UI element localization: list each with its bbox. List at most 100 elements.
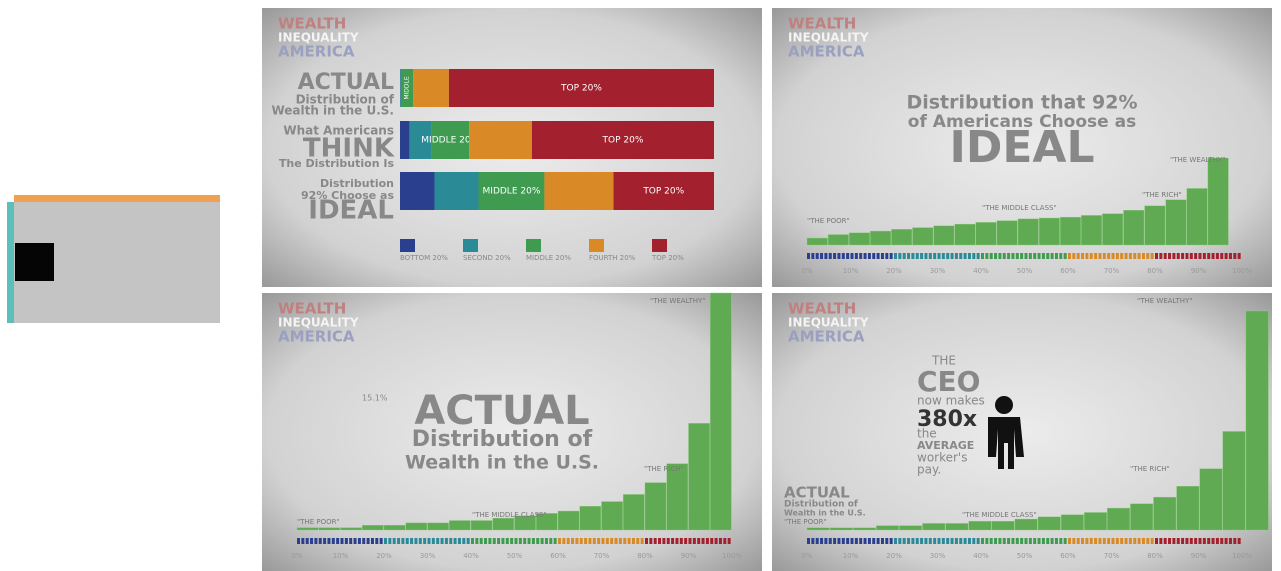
group-label: "THE RICH": [1130, 465, 1170, 473]
x-tick-label: 100%: [1232, 267, 1252, 275]
group-label: "THE RICH": [1142, 191, 1182, 199]
people-icon: [462, 538, 466, 544]
people-icon: [305, 538, 309, 544]
people-icon: [1128, 253, 1132, 259]
wealth-bar: [891, 229, 913, 246]
people-icon: [867, 253, 871, 259]
people-icon: [850, 538, 854, 544]
people-icon: [1185, 538, 1189, 544]
row-label: What Americans: [283, 124, 394, 138]
wealth-bar: [945, 523, 969, 531]
people-icon: [645, 538, 648, 544]
wealth-bar: [806, 237, 828, 246]
people-icon: [885, 253, 889, 259]
people-icon: [863, 253, 867, 259]
people-icon: [998, 253, 1002, 259]
people-icon: [885, 538, 889, 544]
people-icon: [392, 538, 396, 544]
ceo-text: CEO: [917, 365, 980, 398]
people-icon: [610, 538, 614, 544]
people-icon: [1081, 538, 1085, 544]
brand: INEQUALITY: [278, 316, 359, 330]
x-tick-label: 70%: [594, 552, 610, 560]
bar-segment: [531, 121, 714, 159]
note: 15.1%: [362, 394, 388, 403]
bar-segment: [448, 69, 714, 107]
ceo-icon-body: [988, 417, 1024, 469]
people-icon: [318, 538, 322, 544]
wealth-bar: [536, 513, 558, 531]
people-icon: [692, 538, 696, 544]
people-icon: [963, 253, 967, 259]
people-icon: [353, 538, 357, 544]
wealth-bar: [1222, 431, 1246, 531]
people-icon: [972, 253, 976, 259]
wealth-bar: [912, 227, 934, 246]
wealth-bar: [557, 510, 580, 531]
wealth-bar: [601, 501, 623, 531]
people-icon: [475, 538, 479, 544]
people-icon: [653, 538, 657, 544]
legend-swatch: [652, 239, 667, 252]
people-icon: [1015, 253, 1019, 259]
wealth-bar: [514, 515, 536, 531]
wealth-bar: [1144, 205, 1166, 246]
people-icon: [340, 538, 344, 544]
people-icon: [527, 538, 531, 544]
x-tick-label: 70%: [1104, 267, 1120, 275]
people-icon: [1233, 538, 1237, 544]
wealth-bar: [1153, 496, 1177, 531]
people-icon: [1198, 538, 1202, 544]
people-icon: [967, 538, 971, 544]
people-icon: [1133, 253, 1137, 259]
group-label: "THE POOR": [807, 217, 850, 225]
group-label: "THE RICH": [644, 465, 684, 473]
people-icon: [941, 538, 945, 544]
people-icon: [1024, 253, 1028, 259]
people-icon: [357, 538, 361, 544]
people-icon: [998, 538, 1002, 544]
people-icon: [950, 253, 954, 259]
people-icon: [859, 253, 863, 259]
people-icon: [994, 253, 998, 259]
people-icon: [985, 538, 989, 544]
wealth-bar: [1081, 215, 1102, 246]
row-label: Distribution: [320, 177, 394, 190]
people-icon: [1063, 538, 1067, 544]
people-icon: [1094, 538, 1098, 544]
people-icon: [623, 538, 627, 544]
caption: ACTUAL: [784, 484, 850, 502]
legend-label: FOURTH 20%: [589, 254, 636, 262]
people-icon: [701, 538, 705, 544]
people-icon: [1224, 253, 1228, 259]
legend-label: SECOND 20%: [463, 254, 511, 262]
people-icon: [972, 538, 976, 544]
people-icon: [937, 253, 941, 259]
people-icon: [989, 538, 993, 544]
legend-swatch: [463, 239, 478, 252]
wealth-bar: [340, 527, 362, 531]
people-icon: [1120, 253, 1124, 259]
row-label: ACTUAL: [298, 70, 394, 95]
brand: WEALTH: [788, 15, 856, 33]
people-icon: [297, 538, 300, 544]
people-icon: [985, 253, 989, 259]
people-icon: [1098, 538, 1102, 544]
ceo-text: now makes: [917, 394, 985, 408]
people-icon: [710, 538, 714, 544]
people-icon: [679, 538, 683, 544]
people-icon: [1198, 253, 1202, 259]
people-icon: [807, 253, 810, 259]
people-icon: [1172, 253, 1176, 259]
people-icon: [928, 538, 932, 544]
headline: Distribution of: [412, 427, 593, 452]
people-icon: [618, 538, 622, 544]
wealth-bar: [1060, 514, 1084, 531]
people-icon: [1020, 538, 1024, 544]
wealth-bar: [318, 527, 341, 531]
bar-segment: [400, 121, 410, 159]
people-icon: [902, 253, 906, 259]
people-icon: [941, 253, 945, 259]
people-icon: [1063, 253, 1067, 259]
x-tick-label: 20%: [886, 552, 902, 560]
